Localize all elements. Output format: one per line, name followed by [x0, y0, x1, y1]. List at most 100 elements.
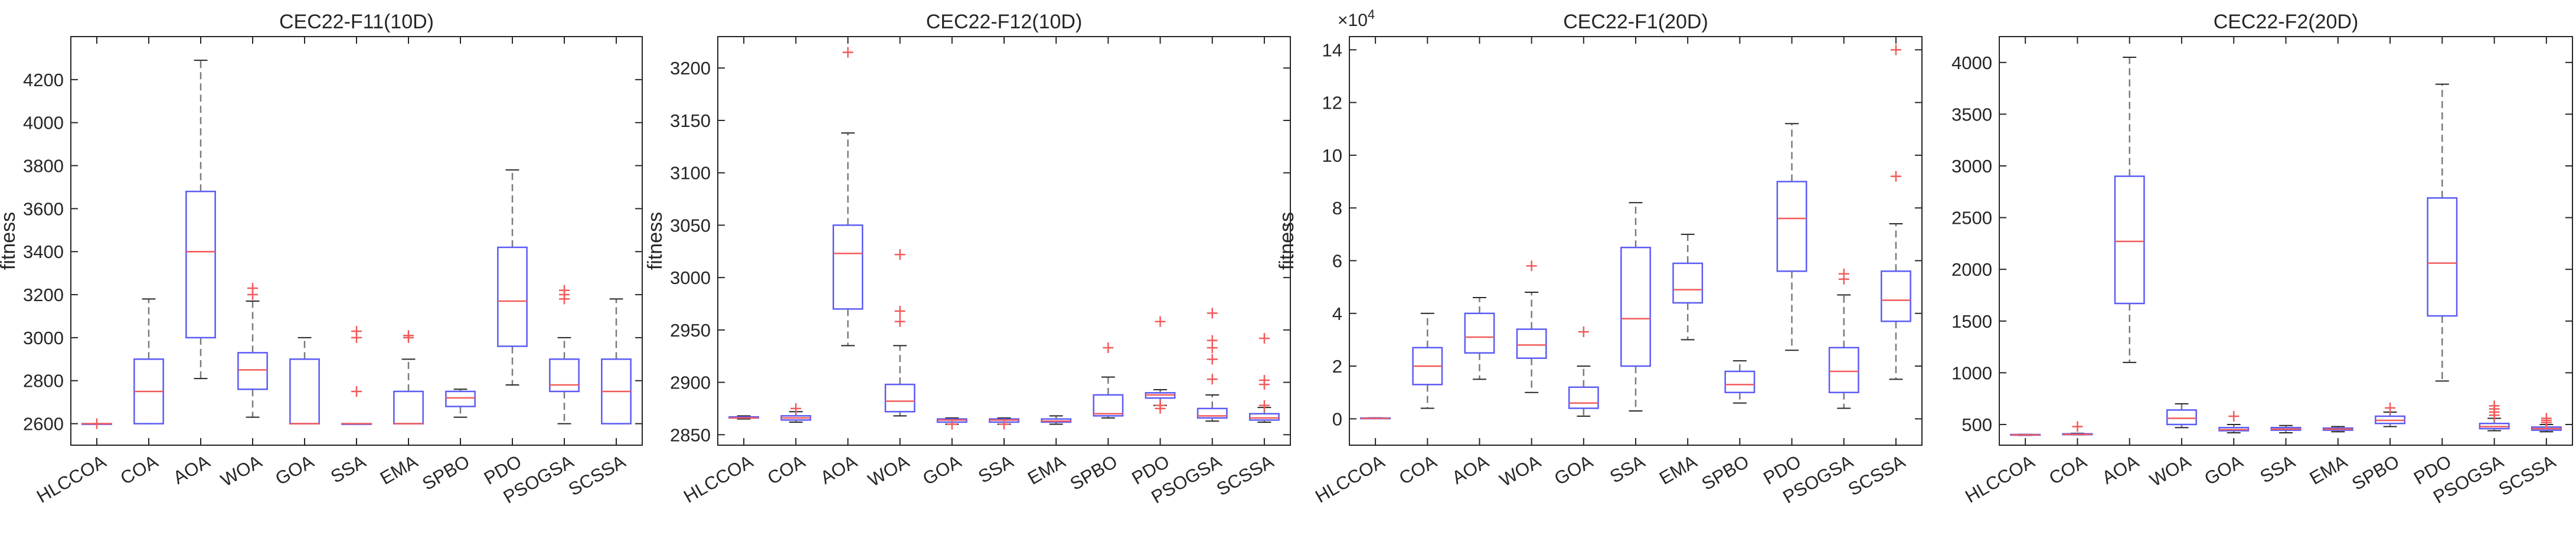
- iqr-box: [1464, 312, 1495, 354]
- outlier-marker: [1890, 44, 1901, 56]
- iqr-box: [1568, 386, 1599, 409]
- outlier-marker: [842, 47, 854, 58]
- y-tick-label: 6: [1332, 250, 1342, 271]
- x-tick-label: GOA: [272, 451, 317, 489]
- box-WOA: [237, 283, 268, 418]
- outlier-marker: [1155, 316, 1166, 327]
- iqr-box: [2166, 409, 2197, 426]
- x-tick-label: COA: [1395, 451, 1440, 489]
- y-axis-label: fitness: [644, 212, 666, 270]
- y-tick-label: 3800: [23, 156, 64, 177]
- outlier-marker: [999, 419, 1009, 430]
- x-tick-label: WOA: [2146, 451, 2195, 491]
- box-SPBO: [445, 389, 476, 418]
- x-tick-label: SCSSA: [1845, 451, 1909, 500]
- x-tick-label: COA: [117, 451, 162, 489]
- y-tick-label: 4: [1332, 303, 1342, 324]
- box-PDO: [1776, 123, 1807, 351]
- x-tick-label: WOA: [217, 451, 266, 491]
- box-SCSSA: [601, 298, 632, 425]
- box-EMA: [1672, 233, 1704, 341]
- iqr-box: [393, 390, 424, 425]
- y-tick-label: 3000: [23, 328, 64, 348]
- y-tick-label: 3200: [670, 58, 711, 79]
- box-GOA: [936, 417, 967, 430]
- outlier-marker: [946, 419, 957, 430]
- box-HLCCOA: [728, 415, 760, 420]
- iqr-box: [884, 383, 916, 413]
- iqr-box: [1516, 328, 1547, 359]
- box-AOA: [2114, 57, 2145, 363]
- y-tick-label: 3000: [1951, 156, 1992, 177]
- iqr-box: [1197, 407, 1228, 419]
- y-tick-label: 2800: [23, 371, 64, 391]
- iqr-box: [445, 390, 476, 407]
- box-WOA: [1516, 260, 1547, 393]
- outlier-marker: [2541, 413, 2552, 424]
- box-SCSSA: [1248, 333, 1280, 423]
- box-AOA: [1464, 296, 1495, 380]
- iqr-box: [1724, 370, 1756, 393]
- outlier-marker: [894, 305, 905, 316]
- chart-panel-2: CEC22-F12(10D) fitness 2850 2900 2950 3000 305…: [644, 11, 1291, 508]
- y-tick-label: 1500: [1951, 311, 1992, 332]
- x-tick-label: AOA: [169, 451, 213, 488]
- box-PDO: [497, 169, 528, 386]
- box-COA: [133, 298, 164, 425]
- y-tick-label: 3000: [670, 267, 711, 288]
- box-AOA: [832, 47, 864, 347]
- iqr-box: [1093, 394, 1124, 417]
- x-tick-label: WOA: [864, 451, 913, 491]
- chart-panel-1: CEC22-F11(10D) fitness 2600 2800 3000 3200 340…: [0, 11, 643, 508]
- box-WOA: [2166, 403, 2197, 429]
- iqr-box: [1672, 262, 1704, 304]
- box-EMA: [1041, 415, 1072, 425]
- outlier-marker: [2072, 421, 2083, 432]
- box-SPBO: [1093, 342, 1124, 419]
- y-tick-label: 3200: [23, 285, 64, 305]
- box-SCSSA: [1880, 44, 1911, 380]
- box-SSA: [341, 325, 372, 425]
- x-tick-label: SPBO: [1067, 451, 1121, 494]
- x-tick-label: SSA: [2257, 451, 2299, 487]
- plot-frame: [717, 36, 1291, 446]
- outlier-marker: [1526, 260, 1537, 272]
- outlier-marker: [1207, 374, 1218, 385]
- y-tick-label: 8: [1332, 198, 1342, 218]
- x-tick-label: GOA: [919, 451, 965, 489]
- iqr-box: [832, 224, 864, 310]
- axis-exponent-label: ×104: [1338, 7, 1375, 30]
- outlier-marker: [403, 330, 414, 341]
- x-tick-label: SSA: [1606, 451, 1648, 487]
- outlier-marker: [2385, 402, 2396, 413]
- x-tick-label: SSA: [975, 451, 1016, 487]
- x-tick-label: EMA: [377, 451, 421, 489]
- iqr-box: [237, 352, 268, 390]
- x-tick-label: EMA: [2306, 451, 2351, 489]
- outlier-marker: [2489, 400, 2500, 412]
- box-COA: [2062, 421, 2093, 436]
- y-tick-label: 3100: [670, 163, 711, 184]
- outlier-marker: [1103, 342, 1114, 353]
- y-tick-label: 2900: [670, 373, 711, 393]
- outlier-marker: [1207, 335, 1218, 346]
- iqr-box: [497, 246, 528, 347]
- y-tick-label: 500: [1962, 414, 1992, 435]
- box-GOA: [1568, 327, 1599, 417]
- box-SCSSA: [2531, 413, 2562, 433]
- y-tick-label: 1000: [1951, 363, 1992, 383]
- box-HLCCOA: [2010, 433, 2041, 436]
- y-tick-label: 2950: [670, 320, 711, 341]
- x-tick-label: SPBO: [2348, 451, 2402, 494]
- x-tick-label: GOA: [1551, 451, 1596, 489]
- y-tick-label: 4000: [1951, 53, 1992, 73]
- box-EMA: [2322, 426, 2353, 433]
- box-PSOGSA: [1197, 308, 1228, 422]
- y-tick-label: 10: [1322, 145, 1342, 166]
- y-axis-label: fitness: [1276, 212, 1298, 270]
- y-tick-label: 12: [1322, 93, 1342, 113]
- x-tick-label: WOA: [1496, 451, 1544, 491]
- box-SSA: [989, 417, 1019, 430]
- outlier-marker: [1578, 327, 1589, 338]
